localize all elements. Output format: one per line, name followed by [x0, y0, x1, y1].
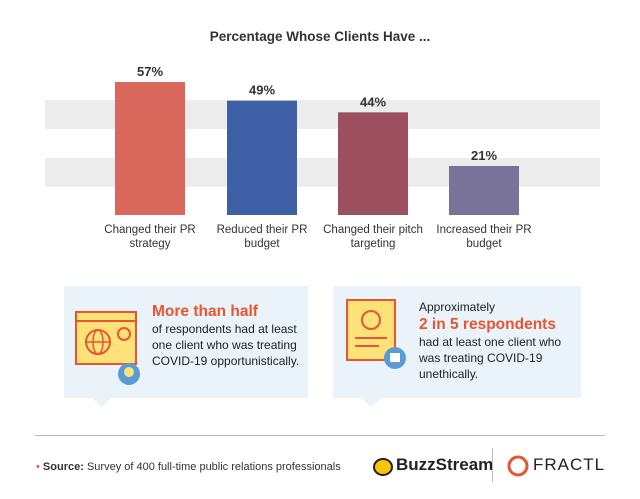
bar: [338, 112, 408, 215]
icon: [346, 299, 406, 369]
category-label: Reduced their PR budget: [216, 224, 308, 250]
logo-icon: [373, 458, 393, 476]
category-label: Increased their PR budget: [436, 224, 532, 250]
logo: BuzzStream: [396, 455, 494, 474]
value-label: 44%: [360, 94, 386, 109]
callout-highlight: 2 in 5 respondents: [419, 316, 556, 333]
callout-intro: Approximately: [419, 300, 496, 314]
source: • Source: Survey of 400 full-time public…: [36, 461, 341, 473]
source-text: Survey of 400 full-time public relations…: [86, 461, 341, 473]
callout-highlight: More than half: [152, 303, 258, 320]
logo-icon: [507, 455, 529, 477]
bar: [227, 100, 297, 215]
bar: [115, 82, 185, 215]
pointer: [92, 398, 112, 407]
bar: [449, 166, 519, 215]
callout-text: of respondents had at least one client w…: [152, 322, 300, 368]
source-label: Source:: [42, 461, 84, 473]
pointer: [361, 398, 381, 407]
callout: Approximately 2 in 5 respondents had at …: [333, 286, 581, 407]
value-label: 57%: [137, 64, 163, 79]
chart-title: Percentage Whose Clients Have ...: [209, 29, 431, 44]
value-label: 49%: [249, 83, 275, 98]
chart: 57% 49% 44% 21%: [45, 64, 600, 215]
logo: FRACTL: [533, 455, 606, 474]
value-label: 21%: [471, 148, 497, 163]
divider: [492, 448, 493, 482]
callout-text: had at least one client who was treating…: [419, 335, 562, 381]
category-label: Changed their pitch targeting: [323, 224, 423, 250]
icon: [75, 311, 140, 385]
divider: [35, 435, 605, 436]
category-label: Changed their PR strategy: [104, 224, 196, 250]
callout: More than half of respondents had at lea…: [64, 286, 308, 407]
